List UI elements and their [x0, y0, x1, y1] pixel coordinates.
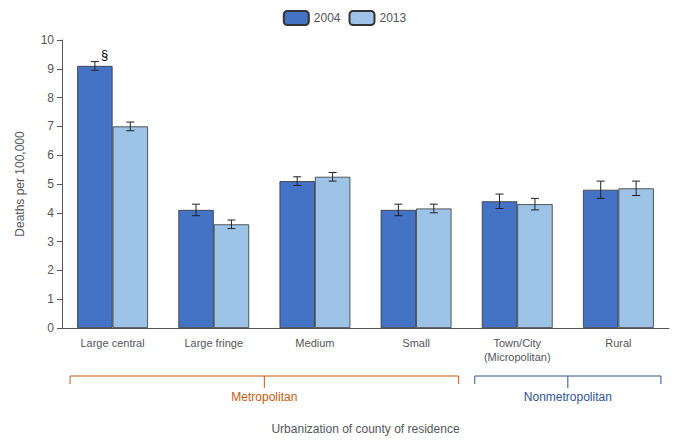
- svg-text:Urbanization of county of resi: Urbanization of county of residence: [271, 422, 459, 436]
- svg-text:10: 10: [41, 33, 55, 47]
- svg-text:7: 7: [47, 119, 54, 133]
- svg-text:(Micropolitan): (Micropolitan): [484, 351, 551, 363]
- svg-text:Town/City: Town/City: [493, 337, 541, 349]
- svg-text:Medium: Medium: [295, 337, 334, 349]
- svg-text:4: 4: [47, 206, 54, 220]
- svg-text:6: 6: [47, 148, 54, 162]
- svg-text:§: §: [101, 47, 108, 62]
- svg-text:Large fringe: Large fringe: [184, 337, 243, 349]
- svg-text:Rural: Rural: [605, 337, 631, 349]
- svg-text:8: 8: [47, 91, 54, 105]
- svg-text:5: 5: [47, 177, 54, 191]
- svg-text:1: 1: [47, 292, 54, 306]
- svg-text:3: 3: [47, 235, 54, 249]
- svg-text:2013: 2013: [380, 11, 407, 25]
- svg-text:Metropolitan: Metropolitan: [231, 390, 297, 404]
- svg-text:Nonmetropolitan: Nonmetropolitan: [524, 390, 612, 404]
- svg-text:2004: 2004: [314, 11, 341, 25]
- svg-text:Large central: Large central: [80, 337, 144, 349]
- svg-text:Deaths per 100,000: Deaths per 100,000: [13, 131, 27, 237]
- svg-text:2: 2: [47, 263, 54, 277]
- svg-text:Small: Small: [402, 337, 430, 349]
- svg-text:0: 0: [47, 321, 54, 335]
- svg-text:9: 9: [47, 62, 54, 76]
